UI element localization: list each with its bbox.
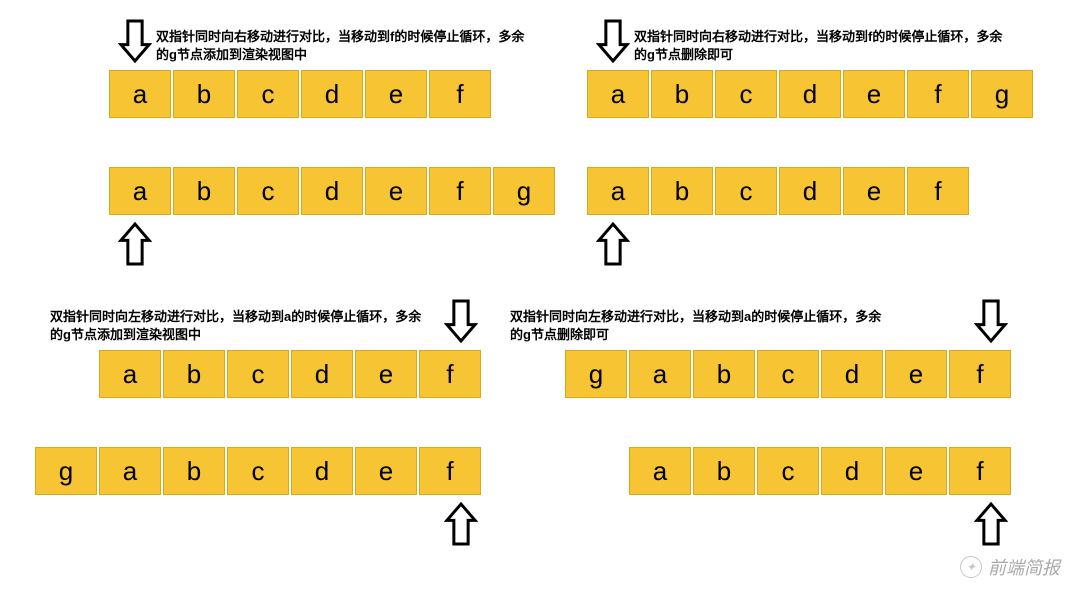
pointer-arrow-top bbox=[596, 18, 630, 64]
array-cell: c bbox=[757, 447, 819, 495]
array-cell: e bbox=[843, 70, 905, 118]
array-cell: f bbox=[949, 350, 1011, 398]
array-cell: d bbox=[291, 447, 353, 495]
wechat-icon: ✦ bbox=[960, 556, 982, 578]
array-row: g a b c d e f bbox=[35, 447, 481, 495]
array-cell: f bbox=[429, 70, 491, 118]
desc-line: 双指针同时向右移动进行对比，当移动到f的时候停止循环，多余 bbox=[634, 29, 1002, 44]
desc-line: 的g节点添加到渲染视图中 bbox=[156, 47, 307, 62]
array-cell: a bbox=[587, 70, 649, 118]
watermark: ✦ 前端简报 bbox=[960, 554, 1060, 580]
pointer-arrow-bottom bbox=[974, 501, 1008, 547]
desc-line: 的g节点添加到渲染视图中 bbox=[50, 327, 201, 342]
array-cell: b bbox=[163, 350, 225, 398]
array-cell: e bbox=[355, 350, 417, 398]
desc-line: 双指针同时向左移动进行对比，当移动到a的时候停止循环，多余 bbox=[510, 309, 881, 324]
array-row: a b c d e f bbox=[109, 70, 491, 118]
array-cell: f bbox=[907, 70, 969, 118]
array-cell: f bbox=[907, 167, 969, 215]
array-cell: d bbox=[301, 70, 363, 118]
array-cell: d bbox=[779, 70, 841, 118]
pointer-arrow-bottom bbox=[444, 501, 478, 547]
array-row: a b c d e f bbox=[629, 447, 1011, 495]
array-cell: d bbox=[779, 167, 841, 215]
array-cell: b bbox=[651, 70, 713, 118]
array-cell: b bbox=[173, 70, 235, 118]
array-cell: a bbox=[109, 167, 171, 215]
array-cell: c bbox=[757, 350, 819, 398]
array-cell: b bbox=[693, 350, 755, 398]
panel-desc: 双指针同时向右移动进行对比，当移动到f的时候停止循环，多余的g节点删除即可 bbox=[634, 28, 1002, 64]
array-cell: c bbox=[227, 447, 289, 495]
array-cell: a bbox=[99, 350, 161, 398]
pointer-arrow-bottom bbox=[596, 221, 630, 267]
array-cell: c bbox=[237, 70, 299, 118]
array-cell: e bbox=[365, 167, 427, 215]
array-cell: c bbox=[715, 70, 777, 118]
array-cell: a bbox=[629, 447, 691, 495]
array-cell: c bbox=[715, 167, 777, 215]
desc-line: 双指针同时向右移动进行对比，当移动到f的时候停止循环，多余 bbox=[156, 29, 524, 44]
array-row: a b c d e f bbox=[99, 350, 481, 398]
array-cell: d bbox=[301, 167, 363, 215]
array-cell: a bbox=[99, 447, 161, 495]
array-cell: d bbox=[821, 350, 883, 398]
desc-line: 的g节点删除即可 bbox=[634, 47, 733, 62]
array-cell: g bbox=[971, 70, 1033, 118]
array-cell: b bbox=[693, 447, 755, 495]
array-cell: b bbox=[163, 447, 225, 495]
panel-desc: 双指针同时向左移动进行对比，当移动到a的时候停止循环，多余的g节点删除即可 bbox=[510, 308, 881, 344]
array-cell: b bbox=[651, 167, 713, 215]
array-cell: c bbox=[237, 167, 299, 215]
array-cell: g bbox=[493, 167, 555, 215]
pointer-arrow-top bbox=[974, 298, 1008, 344]
desc-line: 的g节点删除即可 bbox=[510, 327, 609, 342]
array-cell: a bbox=[109, 70, 171, 118]
array-cell: f bbox=[419, 447, 481, 495]
array-cell: e bbox=[885, 350, 947, 398]
array-cell: f bbox=[429, 167, 491, 215]
array-cell: f bbox=[419, 350, 481, 398]
array-row: a b c d e f g bbox=[109, 167, 555, 215]
array-cell: g bbox=[35, 447, 97, 495]
array-cell: c bbox=[227, 350, 289, 398]
array-row: a b c d e f g bbox=[587, 70, 1033, 118]
array-cell: f bbox=[949, 447, 1011, 495]
panel-desc: 双指针同时向左移动进行对比，当移动到a的时候停止循环，多余的g节点添加到渲染视图… bbox=[50, 308, 421, 344]
panel-desc: 双指针同时向右移动进行对比，当移动到f的时候停止循环，多余的g节点添加到渲染视图… bbox=[156, 28, 524, 64]
pointer-arrow-top bbox=[118, 18, 152, 64]
array-cell: d bbox=[821, 447, 883, 495]
array-cell: b bbox=[173, 167, 235, 215]
desc-line: 双指针同时向左移动进行对比，当移动到a的时候停止循环，多余 bbox=[50, 309, 421, 324]
watermark-text: 前端简报 bbox=[988, 554, 1060, 580]
array-cell: a bbox=[587, 167, 649, 215]
array-row: g a b c d e f bbox=[565, 350, 1011, 398]
array-cell: a bbox=[629, 350, 691, 398]
array-cell: g bbox=[565, 350, 627, 398]
array-cell: e bbox=[355, 447, 417, 495]
array-cell: e bbox=[365, 70, 427, 118]
array-cell: e bbox=[885, 447, 947, 495]
pointer-arrow-bottom bbox=[118, 221, 152, 267]
array-row: a b c d e f bbox=[587, 167, 969, 215]
array-cell: e bbox=[843, 167, 905, 215]
pointer-arrow-top bbox=[444, 298, 478, 344]
array-cell: d bbox=[291, 350, 353, 398]
